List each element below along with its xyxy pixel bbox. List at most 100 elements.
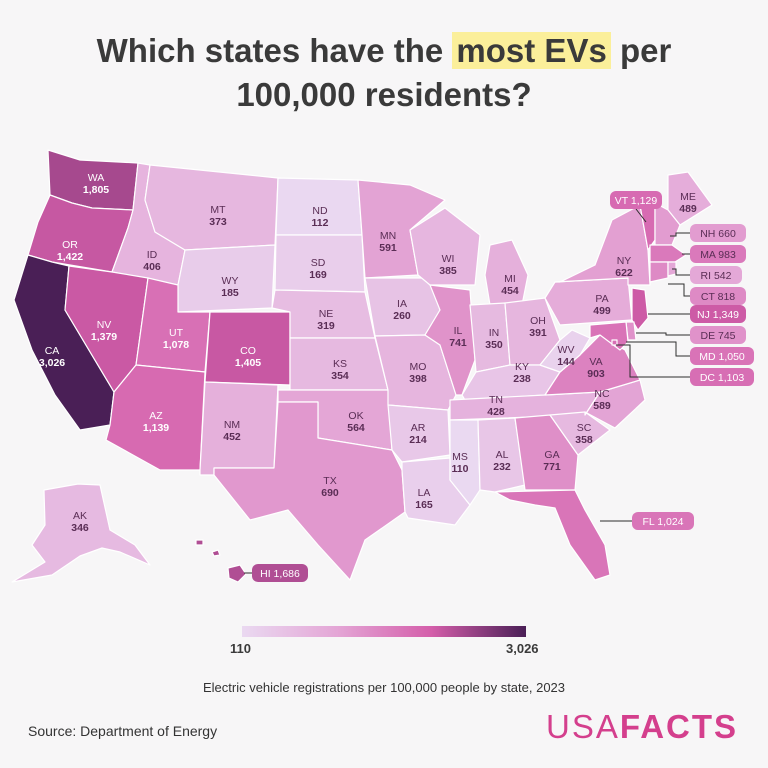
state-FL[interactable] bbox=[494, 489, 611, 581]
state-value-OR: 1,422 bbox=[57, 251, 83, 263]
state-value-MI: 454 bbox=[501, 285, 519, 297]
callout-RI: RI 542 bbox=[672, 266, 742, 284]
state-value-CO: 1,405 bbox=[235, 357, 261, 369]
state-value-ME: 489 bbox=[679, 203, 697, 215]
state-value-NE: 319 bbox=[317, 320, 335, 332]
state-label-NY: NY bbox=[617, 255, 632, 267]
callout-text-DC: DC 1,103 bbox=[700, 372, 745, 384]
callout-leader-line bbox=[668, 283, 690, 297]
state-DC[interactable] bbox=[611, 339, 618, 346]
callout-NH: NH 660 bbox=[670, 224, 746, 242]
page-title-line-1: Which states have the most EVs per bbox=[96, 32, 672, 69]
state-value-SC: 358 bbox=[575, 434, 593, 446]
callout-text-HI: HI 1,686 bbox=[260, 568, 300, 580]
state-label-WV: WV bbox=[558, 344, 575, 356]
state-value-TN: 428 bbox=[487, 406, 505, 418]
callout-text-VT: VT 1,129 bbox=[615, 195, 658, 207]
state-SC[interactable] bbox=[549, 411, 611, 456]
state-CT[interactable] bbox=[649, 261, 669, 283]
state-value-IN: 350 bbox=[485, 339, 503, 351]
state-value-CA: 3,026 bbox=[39, 357, 65, 369]
callout-box bbox=[690, 368, 754, 386]
state-label-PA: PA bbox=[595, 293, 608, 305]
state-label-NV: NV bbox=[97, 319, 112, 331]
state-label-OR: OR bbox=[62, 239, 78, 251]
state-value-KY: 238 bbox=[513, 373, 531, 385]
state-value-ND: 112 bbox=[312, 217, 329, 229]
source-note: Source: Department of Energy bbox=[28, 723, 218, 739]
state-label-ND: ND bbox=[312, 205, 328, 217]
legend-min-label: 110 bbox=[230, 641, 251, 656]
state-value-MS: 110 bbox=[452, 463, 469, 475]
state-label-TX: TX bbox=[323, 475, 336, 487]
legend-color-scale bbox=[242, 626, 526, 637]
callout-box bbox=[632, 512, 694, 530]
state-TX[interactable] bbox=[213, 401, 406, 581]
state-label-SD: SD bbox=[311, 257, 326, 269]
state-label-MT: MT bbox=[210, 204, 226, 216]
state-value-VA: 903 bbox=[587, 368, 605, 380]
state-label-CA: CA bbox=[45, 345, 60, 357]
callout-box bbox=[690, 305, 746, 323]
state-value-WA: 1,805 bbox=[83, 184, 109, 196]
state-label-KY: KY bbox=[515, 361, 529, 373]
state-label-AL: AL bbox=[496, 449, 509, 461]
state-label-WA: WA bbox=[88, 172, 105, 184]
state-label-CO: CO bbox=[240, 345, 256, 357]
state-value-KS: 354 bbox=[331, 370, 349, 382]
callout-text-DE: DE 745 bbox=[700, 330, 735, 342]
state-AK[interactable] bbox=[11, 483, 151, 583]
state-label-WY: WY bbox=[222, 275, 239, 287]
state-value-WI: 385 bbox=[439, 265, 457, 277]
state-HI[interactable] bbox=[195, 539, 247, 583]
state-WI[interactable] bbox=[409, 207, 481, 286]
state-WY[interactable] bbox=[177, 244, 276, 313]
state-label-GA: GA bbox=[544, 449, 559, 461]
state-ME[interactable] bbox=[667, 171, 713, 226]
legend-max-label: 3,026 bbox=[506, 641, 539, 656]
callout-box bbox=[690, 347, 754, 365]
callout-text-MA: MA 983 bbox=[700, 249, 736, 261]
state-AR[interactable] bbox=[387, 404, 451, 463]
callout-box bbox=[690, 224, 746, 242]
state-label-KS: KS bbox=[333, 358, 347, 370]
callout-leader-line bbox=[626, 341, 690, 357]
callout-box bbox=[690, 326, 746, 344]
state-label-ID: ID bbox=[147, 249, 158, 261]
callout-text-CT: CT 818 bbox=[701, 291, 735, 303]
state-NJ[interactable] bbox=[631, 287, 649, 331]
state-PA[interactable] bbox=[544, 277, 633, 326]
state-value-NV: 1,379 bbox=[91, 331, 117, 343]
state-label-IA: IA bbox=[397, 298, 407, 310]
callout-DE: DE 745 bbox=[636, 326, 746, 344]
callout-DC: DC 1,103 bbox=[616, 344, 754, 386]
state-label-VA: VA bbox=[589, 356, 602, 368]
callout-HI: HI 1,686 bbox=[244, 564, 308, 582]
state-label-NC: NC bbox=[594, 388, 610, 400]
callout-text-RI: RI 542 bbox=[701, 270, 732, 282]
state-AL[interactable] bbox=[477, 417, 526, 493]
state-NY[interactable] bbox=[554, 204, 651, 286]
state-label-OK: OK bbox=[348, 410, 363, 422]
state-value-MO: 398 bbox=[409, 373, 427, 385]
state-label-MS: MS bbox=[452, 451, 468, 463]
state-MS[interactable] bbox=[449, 419, 481, 506]
callout-FL: FL 1,024 bbox=[600, 512, 694, 530]
state-GA[interactable] bbox=[514, 414, 579, 491]
callout-NJ: NJ 1,349 bbox=[648, 305, 746, 323]
state-value-WV: 144 bbox=[557, 356, 575, 368]
state-MD[interactable] bbox=[589, 321, 629, 351]
state-label-UT: UT bbox=[169, 327, 184, 339]
state-value-TX: 690 bbox=[321, 487, 339, 499]
state-label-MO: MO bbox=[410, 361, 427, 373]
callout-MA: MA 983 bbox=[682, 245, 746, 263]
callout-text-FL: FL 1,024 bbox=[642, 516, 683, 528]
state-value-IA: 260 bbox=[393, 310, 411, 322]
state-MA[interactable] bbox=[649, 244, 687, 263]
state-label-NE: NE bbox=[319, 308, 334, 320]
state-label-WI: WI bbox=[442, 253, 455, 265]
state-value-AZ: 1,139 bbox=[143, 422, 169, 434]
state-value-PA: 499 bbox=[593, 305, 611, 317]
state-value-WY: 185 bbox=[221, 287, 239, 299]
